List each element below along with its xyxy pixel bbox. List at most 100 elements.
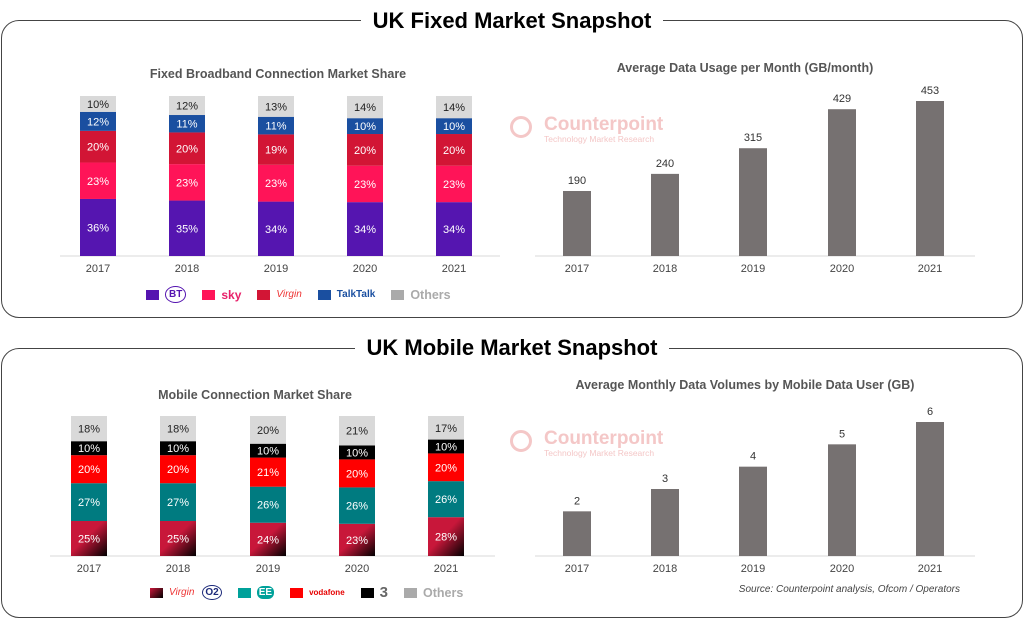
data-label: 26%	[257, 500, 279, 512]
data-label: 18%	[78, 424, 100, 436]
bar	[916, 422, 944, 556]
data-label: 190	[568, 175, 586, 187]
data-label: 35%	[176, 223, 198, 235]
bar-segment	[250, 486, 286, 523]
data-label: 18%	[167, 424, 189, 436]
legend-swatch-others	[391, 289, 405, 300]
bar-segment	[250, 522, 286, 556]
bar	[739, 466, 767, 556]
data-label: 6	[927, 406, 933, 418]
fixed-share-title: Fixed Broadband Connection Market Share	[149, 67, 407, 81]
bar-segment	[436, 96, 472, 119]
bar-segment	[258, 164, 294, 202]
bar-segment	[80, 162, 116, 199]
bar	[651, 489, 679, 556]
bar-segment	[347, 96, 383, 119]
bar-segment	[250, 443, 286, 458]
ee-logo: EE	[256, 586, 275, 599]
bar-segment	[428, 517, 464, 556]
virgin-logo: Virgin	[276, 289, 302, 300]
mobile-legend: Virgin O2 EE vodafone 3 Others	[150, 584, 463, 601]
bar-segment	[339, 445, 375, 460]
bar	[563, 511, 591, 556]
x-tick-label: 2017	[565, 563, 589, 575]
legend-swatch-others	[403, 587, 417, 598]
data-label: 25%	[78, 534, 100, 546]
data-label: 20%	[87, 142, 109, 154]
x-tick-label: 2018	[175, 263, 199, 275]
data-label: 11%	[176, 119, 197, 131]
data-label: 19%	[265, 145, 287, 157]
legend-swatch-vodafone	[290, 587, 304, 598]
data-label: 36%	[87, 222, 109, 234]
data-label: 34%	[443, 224, 465, 236]
watermark-tagline: Technology Market Research	[544, 448, 655, 458]
bar-segment	[160, 521, 196, 556]
data-label: 20%	[354, 145, 376, 157]
bar-segment	[80, 111, 116, 131]
x-tick-label: 2018	[166, 563, 190, 575]
bar-segment	[428, 416, 464, 440]
bar-segment	[71, 416, 107, 442]
data-label: 20%	[435, 462, 457, 474]
bar	[651, 173, 679, 256]
watermark-name: Counterpoint	[544, 428, 664, 449]
data-label: 23%	[265, 178, 287, 190]
bar-segment	[339, 487, 375, 524]
bar-segment	[436, 134, 472, 166]
data-label: 27%	[78, 497, 100, 509]
three-logo: 3	[379, 584, 388, 601]
bar-segment	[71, 483, 107, 521]
watermark-tagline: Technology Market Research	[544, 134, 655, 144]
bar	[828, 444, 856, 556]
legend-swatch-sky	[202, 289, 216, 300]
data-label: 23%	[176, 177, 198, 189]
bar-segment	[347, 202, 383, 256]
watermark: Counterpoint Technology Market Research	[510, 428, 663, 458]
bar-segment	[339, 416, 375, 446]
legend-swatch-ee	[237, 587, 251, 598]
bar-segment	[169, 115, 205, 133]
x-tick-label: 2019	[741, 563, 765, 575]
x-tick-label: 2021	[434, 563, 458, 575]
data-label: 26%	[346, 501, 368, 513]
x-tick-label: 2019	[264, 263, 288, 275]
bar-segment	[71, 455, 107, 484]
x-tick-label: 2020	[830, 563, 854, 575]
bar-segment	[169, 132, 205, 165]
data-label: 10%	[78, 443, 100, 455]
x-tick-label: 2020	[830, 263, 854, 275]
bt-logo: BT	[165, 286, 187, 303]
mobile-share-title: Mobile Connection Market Share	[158, 388, 352, 402]
bar-segment	[258, 201, 294, 256]
legend-swatch-virgin	[257, 289, 271, 300]
data-label: 4	[750, 451, 756, 463]
bar-segment	[160, 416, 196, 442]
legend-swatch-three	[360, 587, 374, 598]
x-tick-label: 2020	[345, 563, 369, 575]
data-label: 34%	[265, 224, 287, 236]
data-label: 3	[662, 473, 668, 485]
x-tick-label: 2019	[256, 563, 280, 575]
bar-segment	[347, 118, 383, 135]
data-label: 23%	[354, 179, 376, 191]
x-tick-label: 2021	[442, 263, 466, 275]
data-label: 23%	[443, 179, 465, 191]
bar-segment	[160, 483, 196, 521]
data-label: 10%	[87, 99, 109, 111]
bar-segment	[71, 521, 107, 556]
data-label: 24%	[257, 534, 279, 546]
bar-segment	[71, 441, 107, 456]
x-tick-label: 2020	[353, 263, 377, 275]
data-label: 20%	[78, 464, 100, 476]
data-label: 23%	[87, 176, 109, 188]
data-label: 26%	[435, 494, 457, 506]
data-label: 10%	[167, 443, 189, 455]
bar-segment	[436, 165, 472, 203]
x-tick-label: 2017	[77, 563, 101, 575]
sky-logo: sky	[221, 287, 242, 302]
legend-swatch-virgin-o2	[150, 587, 163, 598]
bar-segment	[428, 481, 464, 518]
data-label: 10%	[257, 446, 279, 458]
